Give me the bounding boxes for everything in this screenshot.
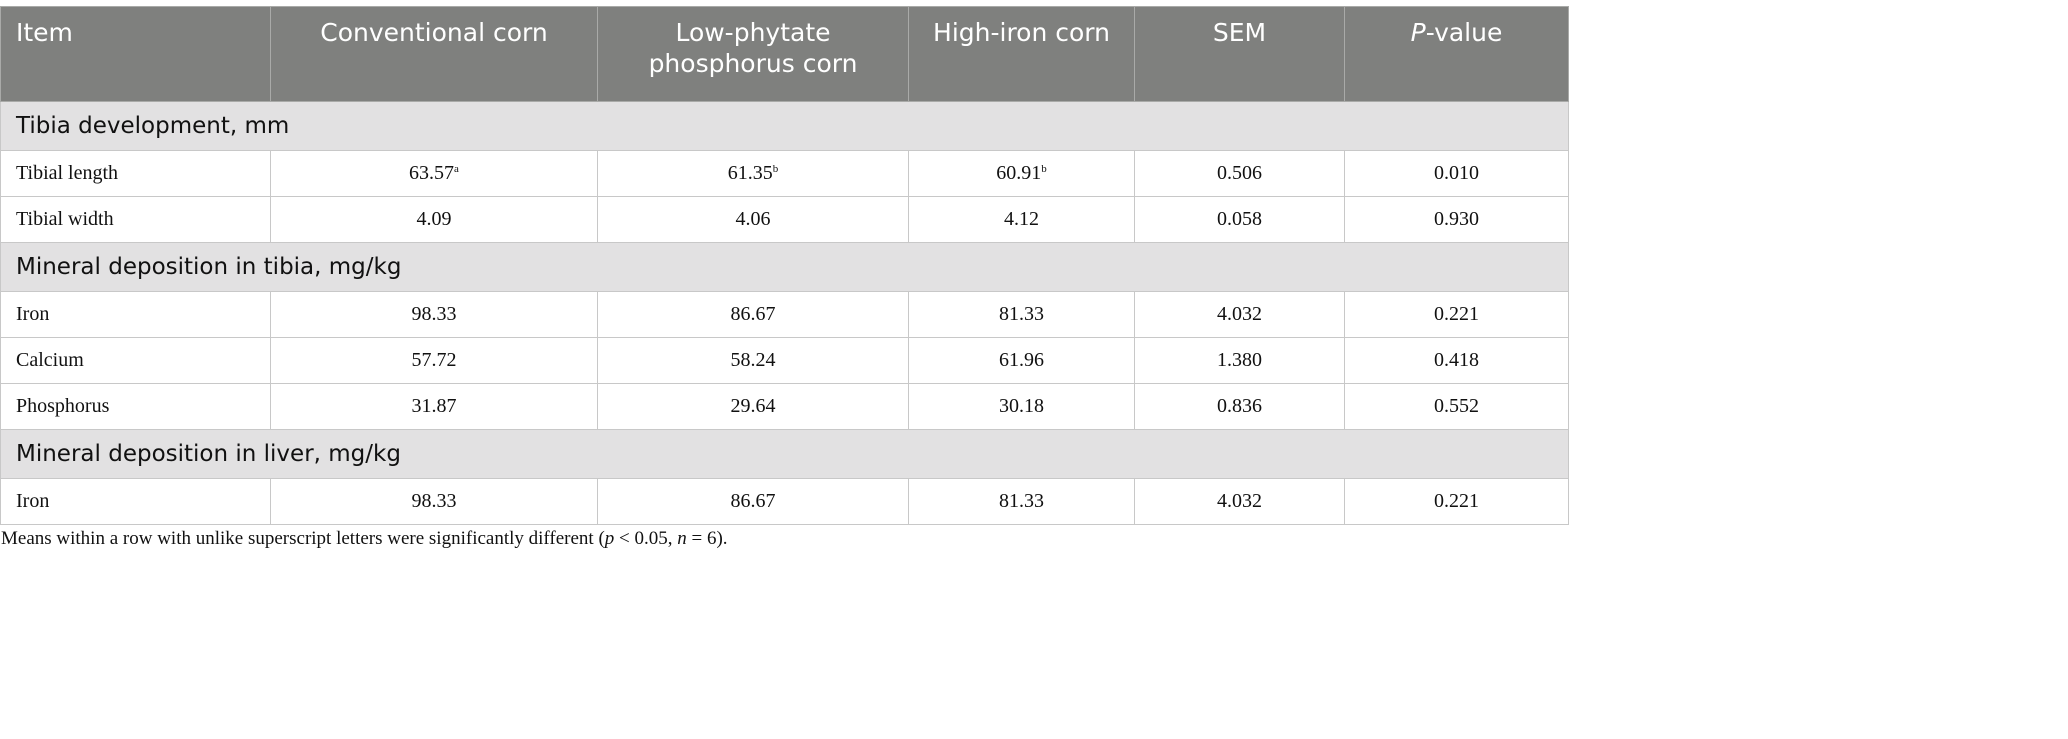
row-label: Iron <box>0 478 271 525</box>
cell-value: 61.35 <box>727 162 773 184</box>
cell-high-iron: 81.33 <box>908 291 1135 338</box>
section-title: Tibia development, mm <box>0 101 1569 151</box>
cell-low-phytate: 86.67 <box>597 478 909 525</box>
cell-value: 81.33 <box>999 303 1044 325</box>
row-label: Tibial length <box>0 150 271 197</box>
cell-value: 0.552 <box>1434 395 1479 417</box>
cell-high-iron: 4.12 <box>908 196 1135 243</box>
cell-low-phytate: 58.24 <box>597 337 909 384</box>
table-row: Iron 98.33 86.67 81.33 4.032 0.221 <box>0 291 1569 338</box>
cell-low-phytate: 86.67 <box>597 291 909 338</box>
cell-p: 0.552 <box>1344 383 1569 430</box>
cell-value: 4.06 <box>735 208 771 230</box>
cell-value: 86.67 <box>730 490 776 512</box>
header-p-suffix: -value <box>1425 18 1503 47</box>
table-header-row: Item Conventional corn Low-phytate phosp… <box>0 6 1569 102</box>
footnote-n: n <box>677 528 687 549</box>
table-footnote: Means within a row with unlike superscri… <box>1 528 728 550</box>
cell-value: 0.058 <box>1217 208 1262 230</box>
cell-p: 0.418 <box>1344 337 1569 384</box>
cell-p: 0.010 <box>1344 150 1569 197</box>
cell-value: 4.09 <box>416 208 452 230</box>
header-item: Item <box>0 6 271 102</box>
cell-sem: 0.058 <box>1134 196 1345 243</box>
cell-value: 1.380 <box>1217 349 1262 371</box>
section-row: Tibia development, mm <box>0 101 1569 151</box>
cell-high-iron: 60.91b <box>908 150 1135 197</box>
header-p-letter: P <box>1410 18 1426 47</box>
header-conventional-corn: Conventional corn <box>270 6 598 102</box>
cell-value: 98.33 <box>411 490 457 512</box>
cell-value: 4.032 <box>1217 303 1262 325</box>
table-row: Calcium 57.72 58.24 61.96 1.380 0.418 <box>0 337 1569 384</box>
section-title: Mineral deposition in liver, mg/kg <box>0 429 1569 479</box>
significance-superscript: a <box>454 163 459 175</box>
header-low-phytate-corn: Low-phytate phosphorus corn <box>597 6 909 102</box>
cell-value: 63.57 <box>409 162 455 184</box>
footnote-text-2: < 0.05, <box>614 528 678 549</box>
cell-value: 4.12 <box>1004 208 1039 230</box>
significance-superscript: b <box>1041 163 1047 175</box>
row-label: Calcium <box>0 337 271 384</box>
table-body: Tibia development, mm Tibial length 63.57a… <box>0 101 1569 525</box>
cell-value: 4.032 <box>1217 490 1262 512</box>
cell-high-iron: 81.33 <box>908 478 1135 525</box>
cell-value: 29.64 <box>730 395 776 417</box>
cell-value: 0.506 <box>1217 162 1262 184</box>
section-row: Mineral deposition in tibia, mg/kg <box>0 242 1569 292</box>
results-table: Item Conventional corn Low-phytate phosp… <box>0 6 1569 525</box>
cell-conventional: 98.33 <box>270 291 598 338</box>
cell-p: 0.221 <box>1344 478 1569 525</box>
cell-conventional: 31.87 <box>270 383 598 430</box>
cell-value: 0.930 <box>1434 208 1479 230</box>
cell-conventional: 63.57a <box>270 150 598 197</box>
section-title: Mineral deposition in tibia, mg/kg <box>0 242 1569 292</box>
cell-value: 86.67 <box>730 303 776 325</box>
table-row: Tibial width 4.09 4.06 4.12 0.058 0.930 <box>0 196 1569 243</box>
cell-sem: 4.032 <box>1134 291 1345 338</box>
header-p-value: P-value <box>1344 6 1569 102</box>
section-row: Mineral deposition in liver, mg/kg <box>0 429 1569 479</box>
cell-value: 81.33 <box>999 490 1044 512</box>
header-sem: SEM <box>1134 6 1345 102</box>
footnote-text-3: = 6). <box>686 528 728 549</box>
cell-value: 30.18 <box>999 395 1044 417</box>
cell-low-phytate: 4.06 <box>597 196 909 243</box>
cell-value: 58.24 <box>730 349 776 371</box>
cell-value: 0.836 <box>1217 395 1262 417</box>
cell-value: 0.010 <box>1434 162 1479 184</box>
table-row: Tibial length 63.57a 61.35b 60.91b 0.506 0.01… <box>0 150 1569 197</box>
cell-sem: 0.506 <box>1134 150 1345 197</box>
cell-low-phytate: 29.64 <box>597 383 909 430</box>
header-high-iron-corn: High-iron corn <box>908 6 1135 102</box>
cell-high-iron: 61.96 <box>908 337 1135 384</box>
cell-low-phytate: 61.35b <box>597 150 909 197</box>
footnote-text-1: Means within a row with unlike superscri… <box>1 528 605 549</box>
significance-superscript: b <box>772 163 779 175</box>
cell-value: 57.72 <box>411 349 457 371</box>
cell-p: 0.930 <box>1344 196 1569 243</box>
cell-value: 61.96 <box>999 349 1044 371</box>
cell-conventional: 4.09 <box>270 196 598 243</box>
cell-value: 60.91 <box>996 162 1042 184</box>
row-label: Iron <box>0 291 271 338</box>
row-label: Phosphorus <box>0 383 271 430</box>
cell-value: 0.221 <box>1434 490 1479 512</box>
cell-high-iron: 30.18 <box>908 383 1135 430</box>
table-row: Phosphorus 31.87 29.64 30.18 0.836 0.552 <box>0 383 1569 430</box>
cell-value: 98.33 <box>411 303 457 325</box>
cell-value: 0.221 <box>1434 303 1479 325</box>
cell-value: 31.87 <box>411 395 457 417</box>
cell-value: 0.418 <box>1434 349 1479 371</box>
cell-p: 0.221 <box>1344 291 1569 338</box>
cell-sem: 0.836 <box>1134 383 1345 430</box>
cell-sem: 1.380 <box>1134 337 1345 384</box>
row-label: Tibial width <box>0 196 271 243</box>
cell-conventional: 57.72 <box>270 337 598 384</box>
cell-conventional: 98.33 <box>270 478 598 525</box>
footnote-p: p <box>604 528 615 549</box>
cell-sem: 4.032 <box>1134 478 1345 525</box>
table-row: Iron 98.33 86.67 81.33 4.032 0.221 <box>0 478 1569 525</box>
